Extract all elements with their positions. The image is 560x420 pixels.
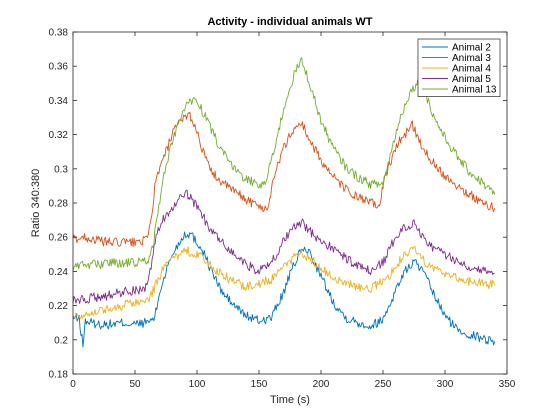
x-axis-label: Time (s) — [270, 394, 310, 406]
x-tick-label: 350 — [499, 379, 516, 390]
chart-title: Activity - individual animals WT — [207, 16, 372, 28]
y-axis-label: Ratio 340:380 — [30, 169, 42, 238]
x-tick-label: 150 — [251, 379, 268, 390]
series-line-4 — [72, 189, 495, 304]
series-line-3 — [72, 246, 496, 320]
y-tick-label: 0.36 — [49, 62, 69, 73]
y-tick-label: 0.34 — [49, 96, 69, 107]
x-tick-label: 300 — [437, 379, 454, 390]
x-tick-label: 50 — [129, 379, 141, 390]
series-line-2 — [72, 111, 496, 248]
y-tick-label: 0.22 — [49, 301, 69, 312]
legend-entry: Animal 3 — [452, 53, 491, 64]
x-tick-label: 200 — [313, 379, 330, 390]
x-tick-label: 100 — [189, 379, 206, 390]
y-axis-ticks: 0.18 0.2 0.22 0.24 0.26 0.28 0.3 0.32 0.34 0.36 0.… — [49, 28, 507, 381]
legend-entry: Animal 2 — [452, 43, 491, 54]
x-tick-label: 250 — [375, 379, 392, 390]
x-tick-label: 0 — [70, 379, 76, 390]
y-tick-label: 0.28 — [49, 199, 69, 210]
legend-entry: Animal 5 — [452, 74, 491, 85]
y-tick-label: 0.38 — [49, 28, 69, 39]
y-tick-label: 0.18 — [49, 370, 69, 381]
x-axis-ticks: 0 50 100 150 200 250 300 350 — [70, 32, 516, 390]
y-tick-label: 0.2 — [54, 335, 68, 346]
y-tick-label: 0.32 — [49, 130, 69, 141]
y-tick-label: 0.26 — [49, 233, 69, 244]
series-line-1 — [72, 231, 496, 348]
legend-entry: Animal 13 — [452, 85, 497, 96]
legend-entry: Animal 4 — [452, 64, 491, 75]
y-tick-label: 0.24 — [49, 267, 69, 278]
y-tick-label: 0.3 — [54, 164, 68, 175]
